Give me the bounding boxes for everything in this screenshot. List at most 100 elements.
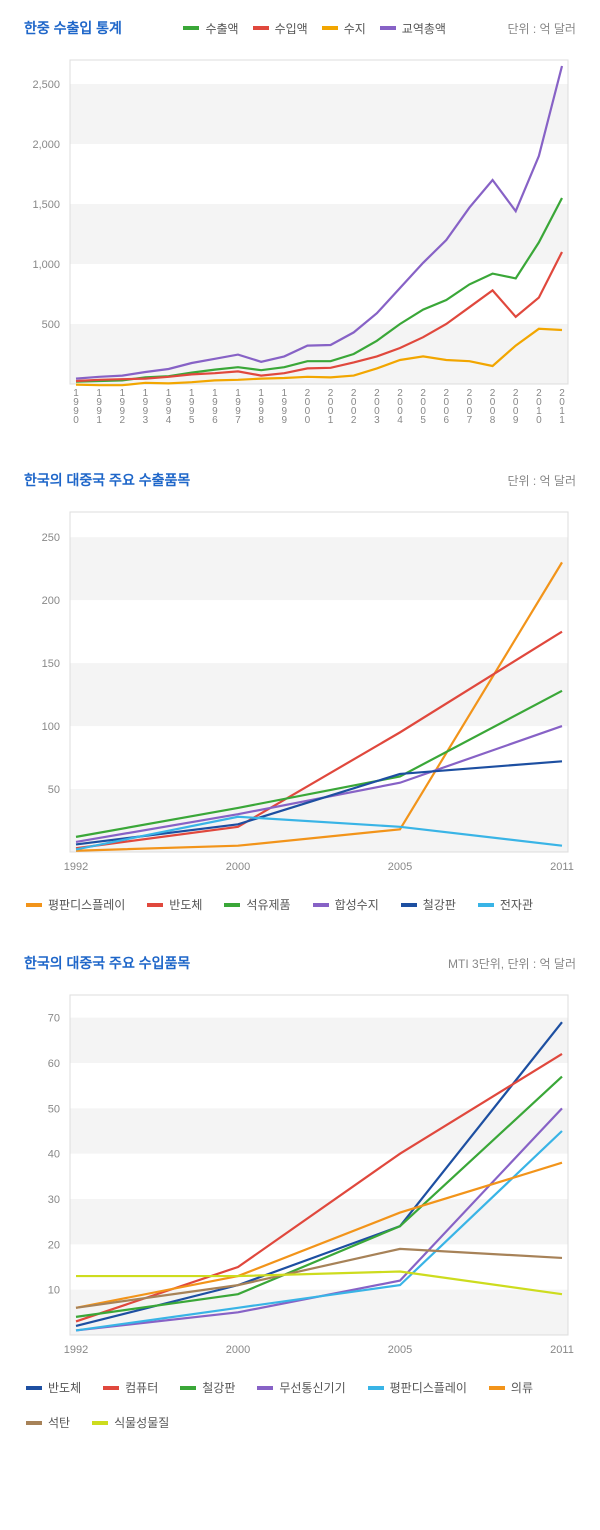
svg-text:20: 20	[48, 1239, 60, 1251]
legend-label: 수출액	[205, 20, 238, 37]
chart3-plot: 102030405060701992200020052011	[18, 985, 582, 1365]
svg-text:1992: 1992	[64, 861, 88, 873]
svg-text:60: 60	[48, 1058, 60, 1070]
svg-text:250: 250	[42, 532, 60, 544]
legend-swatch-icon	[224, 903, 240, 907]
legend-item: 반도체	[26, 1379, 81, 1396]
svg-text:2006: 2006	[444, 388, 450, 426]
chart2-unit: 단위 : 억 달러	[507, 472, 576, 489]
legend-swatch-icon	[489, 1386, 505, 1390]
svg-text:150: 150	[42, 658, 60, 670]
svg-text:1991: 1991	[96, 388, 102, 426]
svg-text:10: 10	[48, 1285, 60, 1297]
svg-text:70: 70	[48, 1013, 60, 1025]
svg-text:2010: 2010	[536, 388, 542, 426]
legend-item: 수입액	[253, 20, 308, 37]
legend-swatch-icon	[253, 26, 269, 30]
chart2-header: 한국의 대중국 주요 수출품목 단위 : 억 달러	[18, 470, 582, 490]
legend-item: 전자관	[478, 896, 533, 913]
legend-item: 교역총액	[380, 20, 446, 37]
svg-text:1999: 1999	[282, 388, 288, 426]
svg-text:2008: 2008	[490, 388, 496, 426]
legend-label: 수입액	[275, 20, 308, 37]
legend-item: 무선통신기기	[257, 1379, 345, 1396]
legend-item: 식물성물질	[92, 1414, 169, 1431]
svg-text:2003: 2003	[374, 388, 380, 426]
chart1-title: 한중 수출입 통계	[24, 18, 122, 38]
svg-text:1,500: 1,500	[32, 199, 60, 211]
chart2-title: 한국의 대중국 주요 수출품목	[24, 470, 190, 490]
chart3-block: 한국의 대중국 주요 수입품목 MTI 3단위, 단위 : 억 달러 10203…	[18, 953, 582, 1431]
legend-item: 평판디스플레이	[368, 1379, 467, 1396]
svg-text:1995: 1995	[189, 388, 195, 426]
svg-text:2005: 2005	[420, 388, 426, 426]
svg-text:200: 200	[42, 595, 60, 607]
legend-item: 석유제품	[224, 896, 290, 913]
legend-label: 컴퓨터	[125, 1379, 158, 1396]
svg-text:1,000: 1,000	[32, 259, 60, 271]
svg-text:2007: 2007	[467, 388, 473, 426]
svg-text:1997: 1997	[235, 388, 241, 426]
legend-item: 수지	[322, 20, 366, 37]
legend-swatch-icon	[183, 26, 199, 30]
svg-text:2,500: 2,500	[32, 79, 60, 91]
chart2-plot: 501001502002501992200020052011	[18, 502, 582, 882]
legend-label: 의류	[511, 1379, 533, 1396]
legend-item: 석탄	[26, 1414, 70, 1431]
legend-label: 철강판	[202, 1379, 235, 1396]
legend-swatch-icon	[26, 1386, 42, 1390]
svg-text:40: 40	[48, 1149, 60, 1161]
legend-swatch-icon	[92, 1421, 108, 1425]
legend-item: 의류	[489, 1379, 533, 1396]
chart2-block: 한국의 대중국 주요 수출품목 단위 : 억 달러 50 100 150 200 250…	[18, 470, 582, 913]
legend-label: 석유제품	[246, 896, 290, 913]
chart2-legend: 평판디스플레이반도체석유제품합성수지철강판전자관	[18, 896, 582, 913]
legend-label: 평판디스플레이	[48, 896, 125, 913]
legend-swatch-icon	[26, 903, 42, 907]
svg-text:2011: 2011	[559, 388, 565, 426]
svg-text:50: 50	[48, 1103, 60, 1115]
legend-label: 반도체	[169, 896, 202, 913]
legend-swatch-icon	[257, 1386, 273, 1390]
svg-text:1994: 1994	[166, 388, 172, 426]
legend-swatch-icon	[478, 903, 494, 907]
svg-text:2011: 2011	[550, 861, 574, 873]
svg-text:2004: 2004	[397, 388, 403, 426]
svg-text:1998: 1998	[258, 388, 264, 426]
legend-label: 반도체	[48, 1379, 81, 1396]
legend-item: 평판디스플레이	[26, 896, 125, 913]
svg-text:50: 50	[48, 784, 60, 796]
svg-text:2002: 2002	[351, 388, 357, 426]
svg-text:1992: 1992	[64, 1344, 88, 1356]
svg-text:2000: 2000	[305, 388, 311, 426]
legend-label: 전자관	[500, 896, 533, 913]
legend-item: 철강판	[180, 1379, 235, 1396]
series-line	[76, 1022, 562, 1326]
chart3-legend: 반도체 컴퓨터 철강판 무선통신기기 평판디스플레이 의류석탄 식물성물질	[18, 1379, 582, 1431]
svg-text:1993: 1993	[143, 388, 149, 426]
svg-text:2000: 2000	[226, 861, 250, 873]
svg-text:500: 500	[42, 319, 60, 331]
chart3-unit: MTI 3단위, 단위 : 억 달러	[448, 955, 576, 972]
svg-text:2001: 2001	[328, 388, 334, 426]
legend-label: 평판디스플레이	[390, 1379, 467, 1396]
svg-text:2011: 2011	[550, 1344, 574, 1356]
legend-swatch-icon	[180, 1386, 196, 1390]
legend-swatch-icon	[26, 1421, 42, 1425]
legend-swatch-icon	[380, 26, 396, 30]
legend-label: 무선통신기기	[279, 1379, 345, 1396]
svg-text:2009: 2009	[513, 388, 519, 426]
legend-label: 교역총액	[402, 20, 446, 37]
legend-item: 수출액	[183, 20, 238, 37]
legend-label: 수지	[344, 20, 366, 37]
legend-swatch-icon	[401, 903, 417, 907]
svg-text:100: 100	[42, 721, 60, 733]
svg-text:1990: 1990	[73, 388, 79, 426]
chart1-header: 한중 수출입 통계 수출액수입액수지교역총액 단위 : 억 달러	[18, 18, 582, 38]
legend-swatch-icon	[313, 903, 329, 907]
series-line	[76, 1054, 562, 1321]
legend-item: 합성수지	[313, 896, 379, 913]
legend-label: 식물성물질	[114, 1414, 169, 1431]
legend-swatch-icon	[103, 1386, 119, 1390]
legend-swatch-icon	[147, 903, 163, 907]
